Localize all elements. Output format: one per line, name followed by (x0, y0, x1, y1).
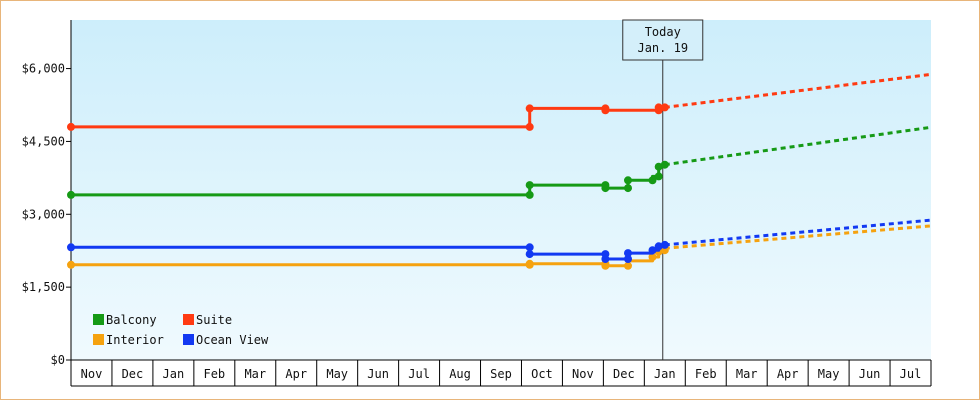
x-month-label: Mar (736, 367, 758, 381)
y-tick-label: $6,000 (22, 62, 65, 76)
series-point-ocean-view (648, 246, 657, 255)
x-month-label: Jun (859, 367, 881, 381)
series-point-suite (525, 104, 534, 113)
x-month-label: Jan (654, 367, 676, 381)
x-month-label: Jul (408, 367, 430, 381)
series-balcony (67, 125, 932, 199)
x-month-label: Jun (367, 367, 389, 381)
legend-label-suite: Suite (196, 313, 232, 327)
x-month-label: Mar (244, 367, 266, 381)
y-axis: $0 $1,500 $3,000 $4,500 $6,000 (22, 20, 72, 367)
series-point-ocean-view (525, 243, 534, 252)
y-tick-label: $3,000 (22, 207, 65, 221)
series-point-suite (67, 122, 75, 131)
series-point-suite (525, 122, 534, 131)
series-point-balcony (624, 184, 632, 193)
series-point-interior (624, 261, 632, 270)
x-month-label: Dec (613, 367, 635, 381)
series-point-ocean-view (525, 250, 534, 259)
x-month-label: Feb (695, 367, 717, 381)
series-point-ocean-view (624, 249, 632, 258)
x-month-label: Sep (490, 367, 512, 381)
x-month-label: Jul (900, 367, 922, 381)
x-month-label: Jan (163, 367, 185, 381)
legend-label-interior: Interior (106, 333, 164, 347)
series-point-balcony (654, 172, 663, 181)
series-point-ocean-view (654, 242, 663, 251)
series-point-balcony (648, 176, 657, 185)
series-point-suite (660, 103, 669, 112)
series-point-ocean-view (601, 255, 610, 263)
today-date-label: Jan. 19 (637, 41, 688, 55)
x-month-label: May (818, 367, 840, 381)
x-month-label: Apr (777, 367, 799, 381)
today-marker: Today Jan. 19 (622, 19, 704, 360)
x-month-label: Dec (122, 367, 144, 381)
series-ocean-view (67, 218, 932, 263)
series-point-suite (654, 103, 663, 112)
series-point-balcony (660, 160, 669, 169)
legend-swatch-interior (93, 334, 104, 345)
today-box (622, 19, 704, 61)
series-point-interior (648, 253, 657, 261)
series-point-balcony (654, 162, 663, 171)
y-tick-label: $0 (51, 353, 65, 367)
legend-label-balcony: Balcony (106, 313, 157, 327)
legend-label-ocean-view: Ocean View (196, 333, 269, 347)
series-point-balcony (525, 190, 534, 199)
series-point-interior (67, 260, 75, 269)
series-point-balcony (601, 184, 610, 193)
series-point-ocean-view (660, 240, 669, 249)
series-point-interior (525, 259, 534, 268)
x-month-label: Aug (449, 367, 471, 381)
series-point-suite (601, 106, 610, 115)
y-tick-label: $4,500 (22, 134, 65, 148)
legend: Balcony Suite Interior Ocean View (93, 313, 269, 347)
plot-background (71, 20, 931, 360)
x-month-label: Oct (531, 367, 553, 381)
y-tick-label: $1,500 (22, 280, 65, 294)
series-lines (67, 72, 932, 270)
series-suite (67, 72, 932, 131)
x-month-label: May (326, 367, 348, 381)
x-month-label: Apr (285, 367, 307, 381)
series-point-balcony (624, 176, 632, 185)
legend-swatch-ocean-view (183, 334, 194, 345)
x-month-label: Nov (81, 367, 103, 381)
legend-swatch-balcony (93, 314, 104, 325)
x-month-label: Feb (203, 367, 225, 381)
legend-swatch-suite (183, 314, 194, 325)
x-month-label: Nov (572, 367, 594, 381)
x-axis: Nov Dec Jan Feb Mar Apr May Jun Jul Aug Sep Oct Nov D… (70, 359, 932, 387)
series-point-ocean-view (624, 255, 632, 263)
series-point-balcony (67, 190, 75, 199)
today-label: Today (645, 25, 681, 39)
series-point-interior (601, 261, 610, 270)
series-point-balcony (525, 181, 534, 190)
series-point-ocean-view (67, 243, 75, 252)
